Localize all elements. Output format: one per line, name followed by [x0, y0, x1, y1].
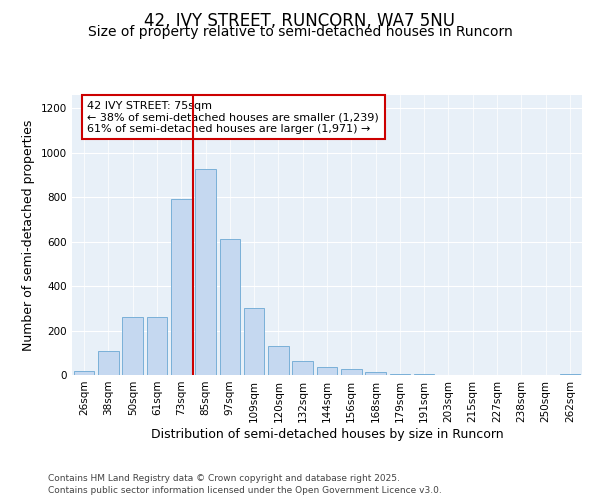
Bar [414, 374, 434, 375]
Text: 42, IVY STREET, RUNCORN, WA7 5NU: 42, IVY STREET, RUNCORN, WA7 5NU [145, 12, 455, 30]
Bar [317, 367, 337, 375]
Bar [341, 369, 362, 375]
Y-axis label: Number of semi-detached properties: Number of semi-detached properties [22, 120, 35, 350]
Bar [122, 317, 143, 375]
Bar [146, 317, 167, 375]
Bar [220, 240, 240, 375]
Bar [244, 308, 265, 375]
Bar [389, 374, 410, 375]
Bar [171, 200, 191, 375]
Bar [365, 372, 386, 375]
Bar [98, 350, 119, 375]
Bar [74, 371, 94, 375]
Text: Contains public sector information licensed under the Open Government Licence v3: Contains public sector information licen… [48, 486, 442, 495]
X-axis label: Distribution of semi-detached houses by size in Runcorn: Distribution of semi-detached houses by … [151, 428, 503, 440]
Text: 42 IVY STREET: 75sqm
← 38% of semi-detached houses are smaller (1,239)
61% of se: 42 IVY STREET: 75sqm ← 38% of semi-detac… [88, 100, 379, 134]
Bar [195, 170, 216, 375]
Bar [268, 346, 289, 375]
Bar [560, 374, 580, 375]
Text: Contains HM Land Registry data © Crown copyright and database right 2025.: Contains HM Land Registry data © Crown c… [48, 474, 400, 483]
Bar [292, 361, 313, 375]
Text: Size of property relative to semi-detached houses in Runcorn: Size of property relative to semi-detach… [88, 25, 512, 39]
